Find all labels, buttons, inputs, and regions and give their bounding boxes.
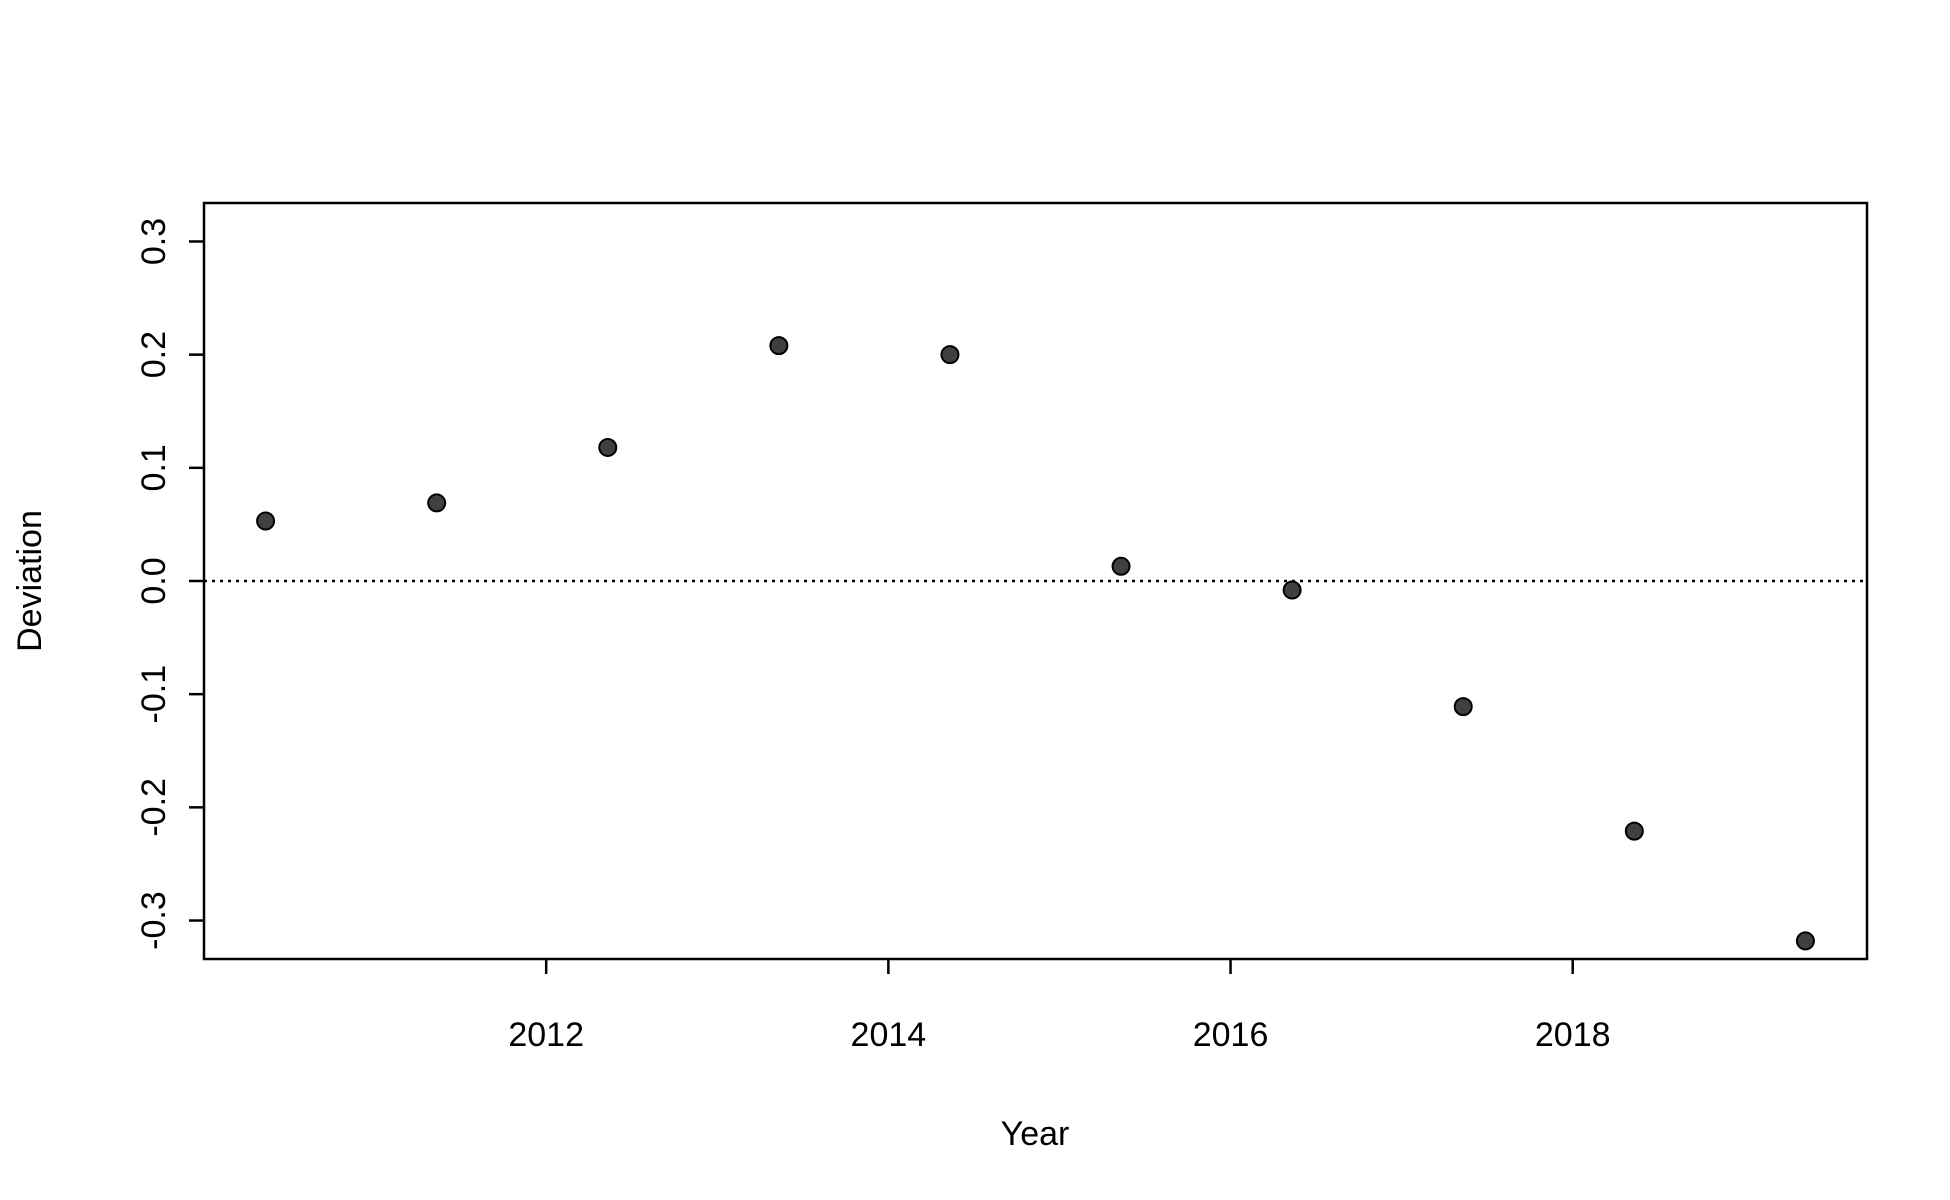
x-tick-label: 2014 bbox=[851, 1016, 927, 1054]
y-tick-label: -0.2 bbox=[135, 778, 173, 837]
point bbox=[1111, 556, 1131, 576]
point bbox=[769, 336, 789, 356]
y-tick-label: 0.2 bbox=[135, 331, 173, 378]
y-tick-label: -0.3 bbox=[135, 891, 173, 950]
y-tick-label: 0.1 bbox=[135, 444, 173, 491]
point bbox=[598, 437, 618, 457]
point bbox=[1453, 697, 1473, 717]
point bbox=[427, 493, 447, 513]
y-tick-label: 0.3 bbox=[135, 218, 173, 265]
x-axis-label: Year bbox=[1001, 1115, 1070, 1153]
point bbox=[256, 511, 276, 531]
y-axis-label: Deviation bbox=[11, 510, 49, 652]
x-tick-label: 2012 bbox=[508, 1016, 584, 1054]
y-tick-label: 0.0 bbox=[135, 557, 173, 604]
point bbox=[1282, 580, 1302, 600]
x-tick-label: 2018 bbox=[1535, 1016, 1611, 1054]
point bbox=[1795, 931, 1815, 951]
y-tick-label: -0.1 bbox=[135, 665, 173, 724]
point bbox=[1624, 821, 1644, 841]
point bbox=[940, 345, 960, 365]
x-tick-label: 2016 bbox=[1193, 1016, 1269, 1054]
